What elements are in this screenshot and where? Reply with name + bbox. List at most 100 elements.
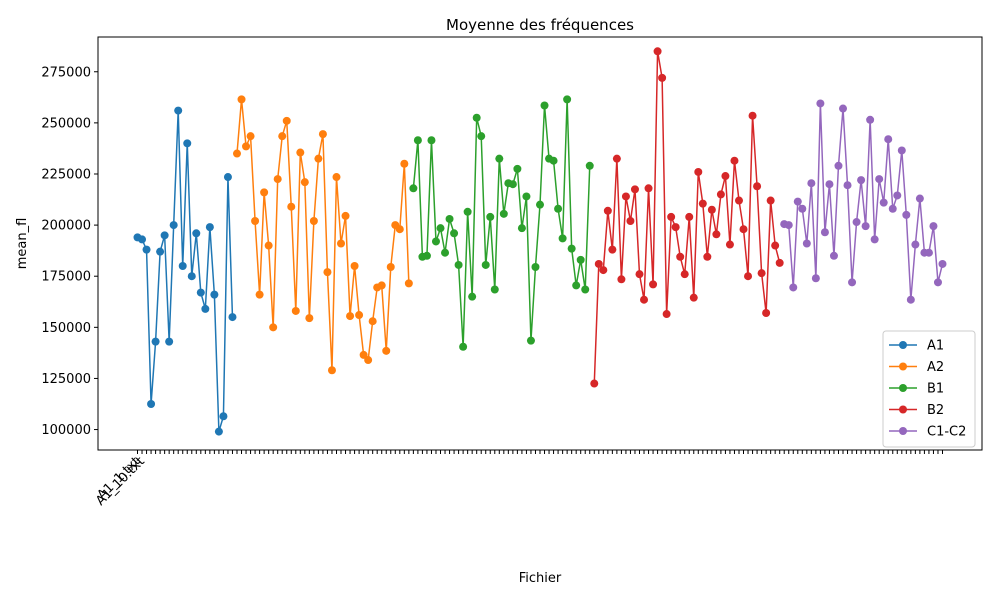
data-point	[640, 295, 649, 304]
legend-label: B1	[927, 382, 944, 397]
data-point	[658, 73, 667, 82]
data-point	[744, 272, 753, 281]
data-point	[337, 239, 346, 248]
data-point	[671, 223, 680, 232]
data-point	[558, 234, 567, 243]
legend-item: B2	[889, 403, 944, 418]
data-point	[766, 196, 775, 205]
data-point	[526, 336, 535, 345]
series-c1-c2	[780, 99, 947, 304]
data-point	[413, 136, 422, 145]
data-point	[811, 274, 820, 283]
legend-marker	[899, 341, 907, 349]
data-point	[721, 172, 730, 181]
data-point	[757, 269, 766, 278]
data-point	[594, 259, 603, 268]
data-point	[147, 400, 156, 408]
y-tick-label: 200000	[41, 219, 91, 234]
data-point	[508, 180, 517, 189]
y-axis: 100000 125000 150000 175000 200000 225000 2500…	[41, 65, 98, 438]
data-point	[427, 136, 436, 145]
chart-title: Moyenne des fréquences	[446, 16, 634, 34]
data-point	[196, 288, 205, 297]
data-point	[359, 350, 368, 359]
data-point	[436, 224, 445, 233]
data-point	[825, 180, 834, 189]
data-point	[441, 248, 450, 257]
legend-label: A2	[927, 360, 944, 375]
data-point	[201, 304, 210, 313]
data-point	[323, 268, 332, 277]
data-point	[187, 272, 196, 281]
data-point	[431, 237, 440, 246]
data-point	[499, 209, 508, 218]
data-point	[879, 198, 888, 207]
data-point	[572, 281, 581, 290]
data-point	[685, 212, 694, 221]
data-point	[617, 275, 626, 284]
data-point	[273, 175, 282, 184]
data-point	[644, 184, 653, 193]
data-point	[377, 281, 386, 290]
series-a1	[133, 106, 237, 436]
data-point	[260, 188, 269, 197]
data-point	[621, 192, 630, 201]
legend-item: A2	[889, 360, 944, 375]
data-point	[911, 240, 920, 249]
data-point	[712, 230, 721, 239]
data-point	[382, 346, 391, 355]
data-point	[843, 181, 852, 190]
data-point	[635, 270, 644, 279]
data-point	[929, 222, 938, 231]
data-point	[893, 191, 902, 200]
data-point	[386, 263, 395, 272]
data-point	[327, 366, 336, 375]
data-point	[554, 204, 563, 213]
data-point	[346, 312, 355, 321]
legend-marker	[899, 384, 907, 392]
data-point	[816, 99, 825, 108]
data-point	[924, 248, 933, 257]
data-point	[820, 228, 829, 237]
data-point	[762, 309, 771, 318]
data-point	[481, 260, 490, 269]
data-point	[599, 266, 608, 275]
data-point	[852, 218, 861, 227]
data-point	[278, 132, 287, 141]
series-line	[412, 99, 591, 347]
y-tick-label: 100000	[41, 423, 91, 438]
data-point	[829, 251, 838, 260]
data-point	[350, 261, 359, 270]
data-point	[219, 412, 228, 421]
data-point	[793, 197, 802, 206]
data-point	[789, 283, 798, 292]
data-point	[269, 323, 278, 332]
data-point	[296, 148, 305, 157]
data-point	[264, 241, 273, 250]
series-line	[784, 103, 944, 300]
data-point	[662, 310, 671, 319]
data-point	[151, 337, 160, 346]
data-point	[875, 175, 884, 184]
data-point	[581, 285, 590, 294]
data-point	[707, 205, 716, 214]
data-point	[608, 245, 617, 254]
data-point	[522, 192, 531, 201]
legend-marker	[899, 362, 907, 371]
data-point	[870, 235, 879, 244]
data-point	[477, 132, 486, 141]
data-point	[205, 223, 214, 232]
data-point	[725, 240, 734, 249]
data-point	[536, 200, 544, 209]
data-point	[486, 212, 495, 221]
data-point	[753, 182, 762, 191]
x-tick-label: A1_10.txt	[93, 454, 148, 509]
legend-marker	[899, 405, 907, 414]
data-point	[933, 278, 942, 287]
data-point	[463, 207, 472, 216]
data-point	[585, 161, 594, 170]
data-point	[282, 116, 291, 125]
data-point	[142, 245, 151, 254]
data-point	[300, 178, 309, 187]
